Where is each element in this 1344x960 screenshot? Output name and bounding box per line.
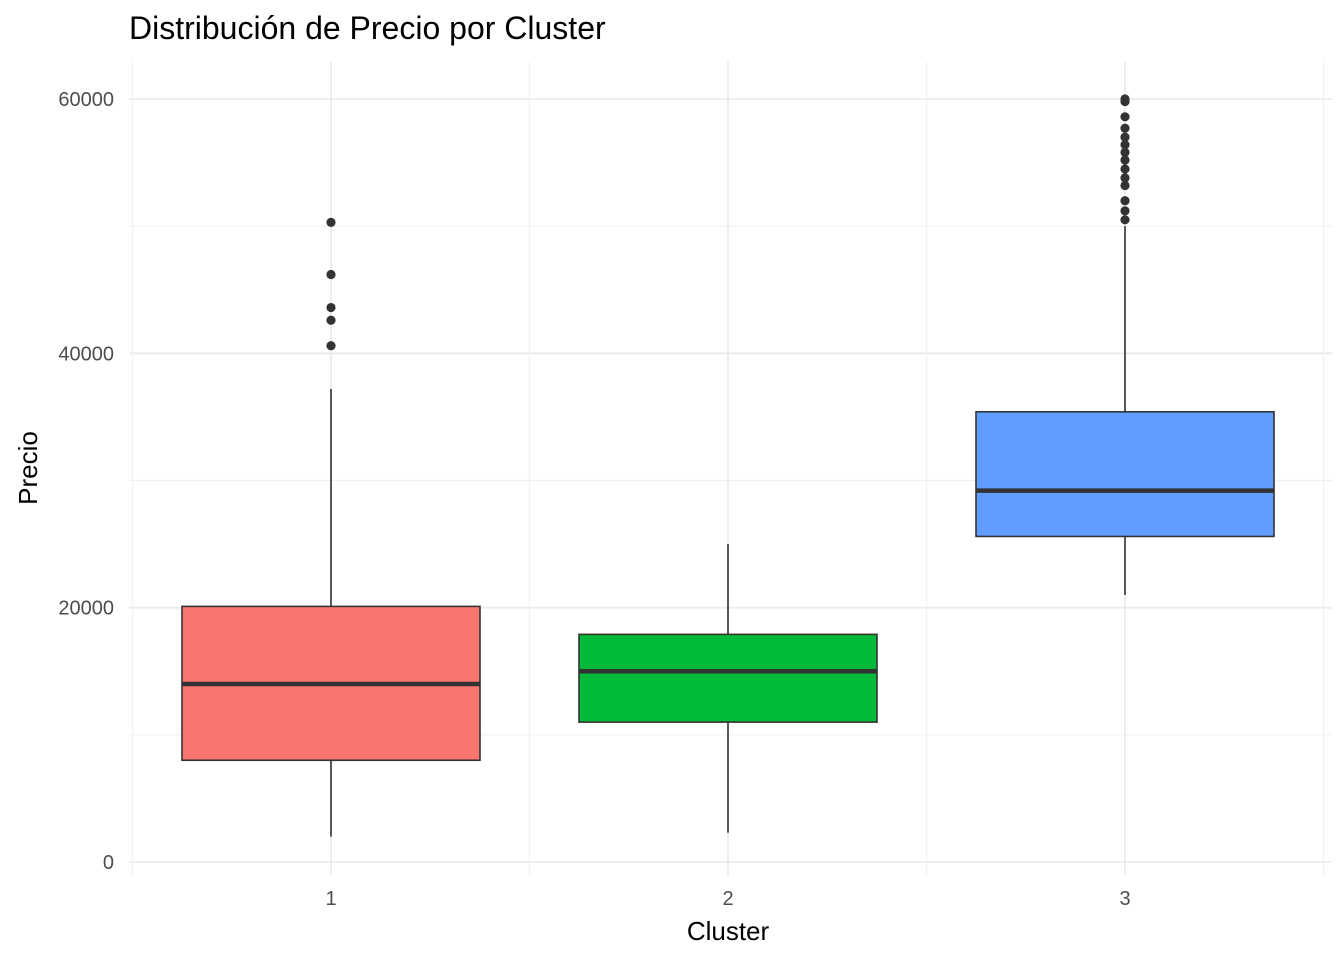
outlier-point [326, 269, 336, 280]
box-cluster-2 [578, 544, 878, 833]
boxes-layer [181, 94, 1275, 837]
iqr-box [578, 633, 878, 723]
outlier-point [1120, 180, 1130, 191]
box-cluster-3 [975, 94, 1275, 595]
box-cluster-1 [181, 217, 481, 837]
y-axis-title: Precio [13, 431, 43, 505]
iqr-box [975, 411, 1275, 538]
outlier-point [1120, 206, 1130, 216]
y-tick-label: 40000 [58, 343, 114, 365]
outlier-point [326, 315, 336, 325]
outlier-point [1120, 155, 1130, 165]
outlier-point [1120, 173, 1130, 183]
x-tick-label: 1 [325, 888, 336, 910]
y-axis-ticks: 0 20000 40000 60000 [58, 89, 114, 874]
outlier-point [1120, 164, 1130, 174]
outlier-point [1120, 140, 1130, 150]
outlier-point [1120, 132, 1130, 142]
outlier-point [1120, 123, 1130, 133]
x-axis-title: Cluster [687, 916, 770, 946]
chart-title: Distribución de Precio por Cluster [129, 10, 606, 46]
x-tick-label: 2 [722, 888, 733, 910]
outlier-point [1120, 215, 1130, 225]
outlier-point [326, 302, 336, 313]
outlier-point [1120, 196, 1130, 206]
y-tick-label: 20000 [58, 598, 114, 620]
outlier-point [1120, 147, 1130, 158]
x-axis-ticks: 1 2 3 [325, 888, 1130, 910]
outlier-point [1120, 112, 1130, 122]
x-tick-label: 3 [1119, 888, 1130, 910]
y-tick-label: 60000 [58, 89, 114, 111]
outlier-point [1120, 94, 1130, 104]
outlier-point [326, 217, 336, 227]
outlier-point [326, 341, 336, 351]
y-tick-label: 0 [103, 852, 114, 874]
